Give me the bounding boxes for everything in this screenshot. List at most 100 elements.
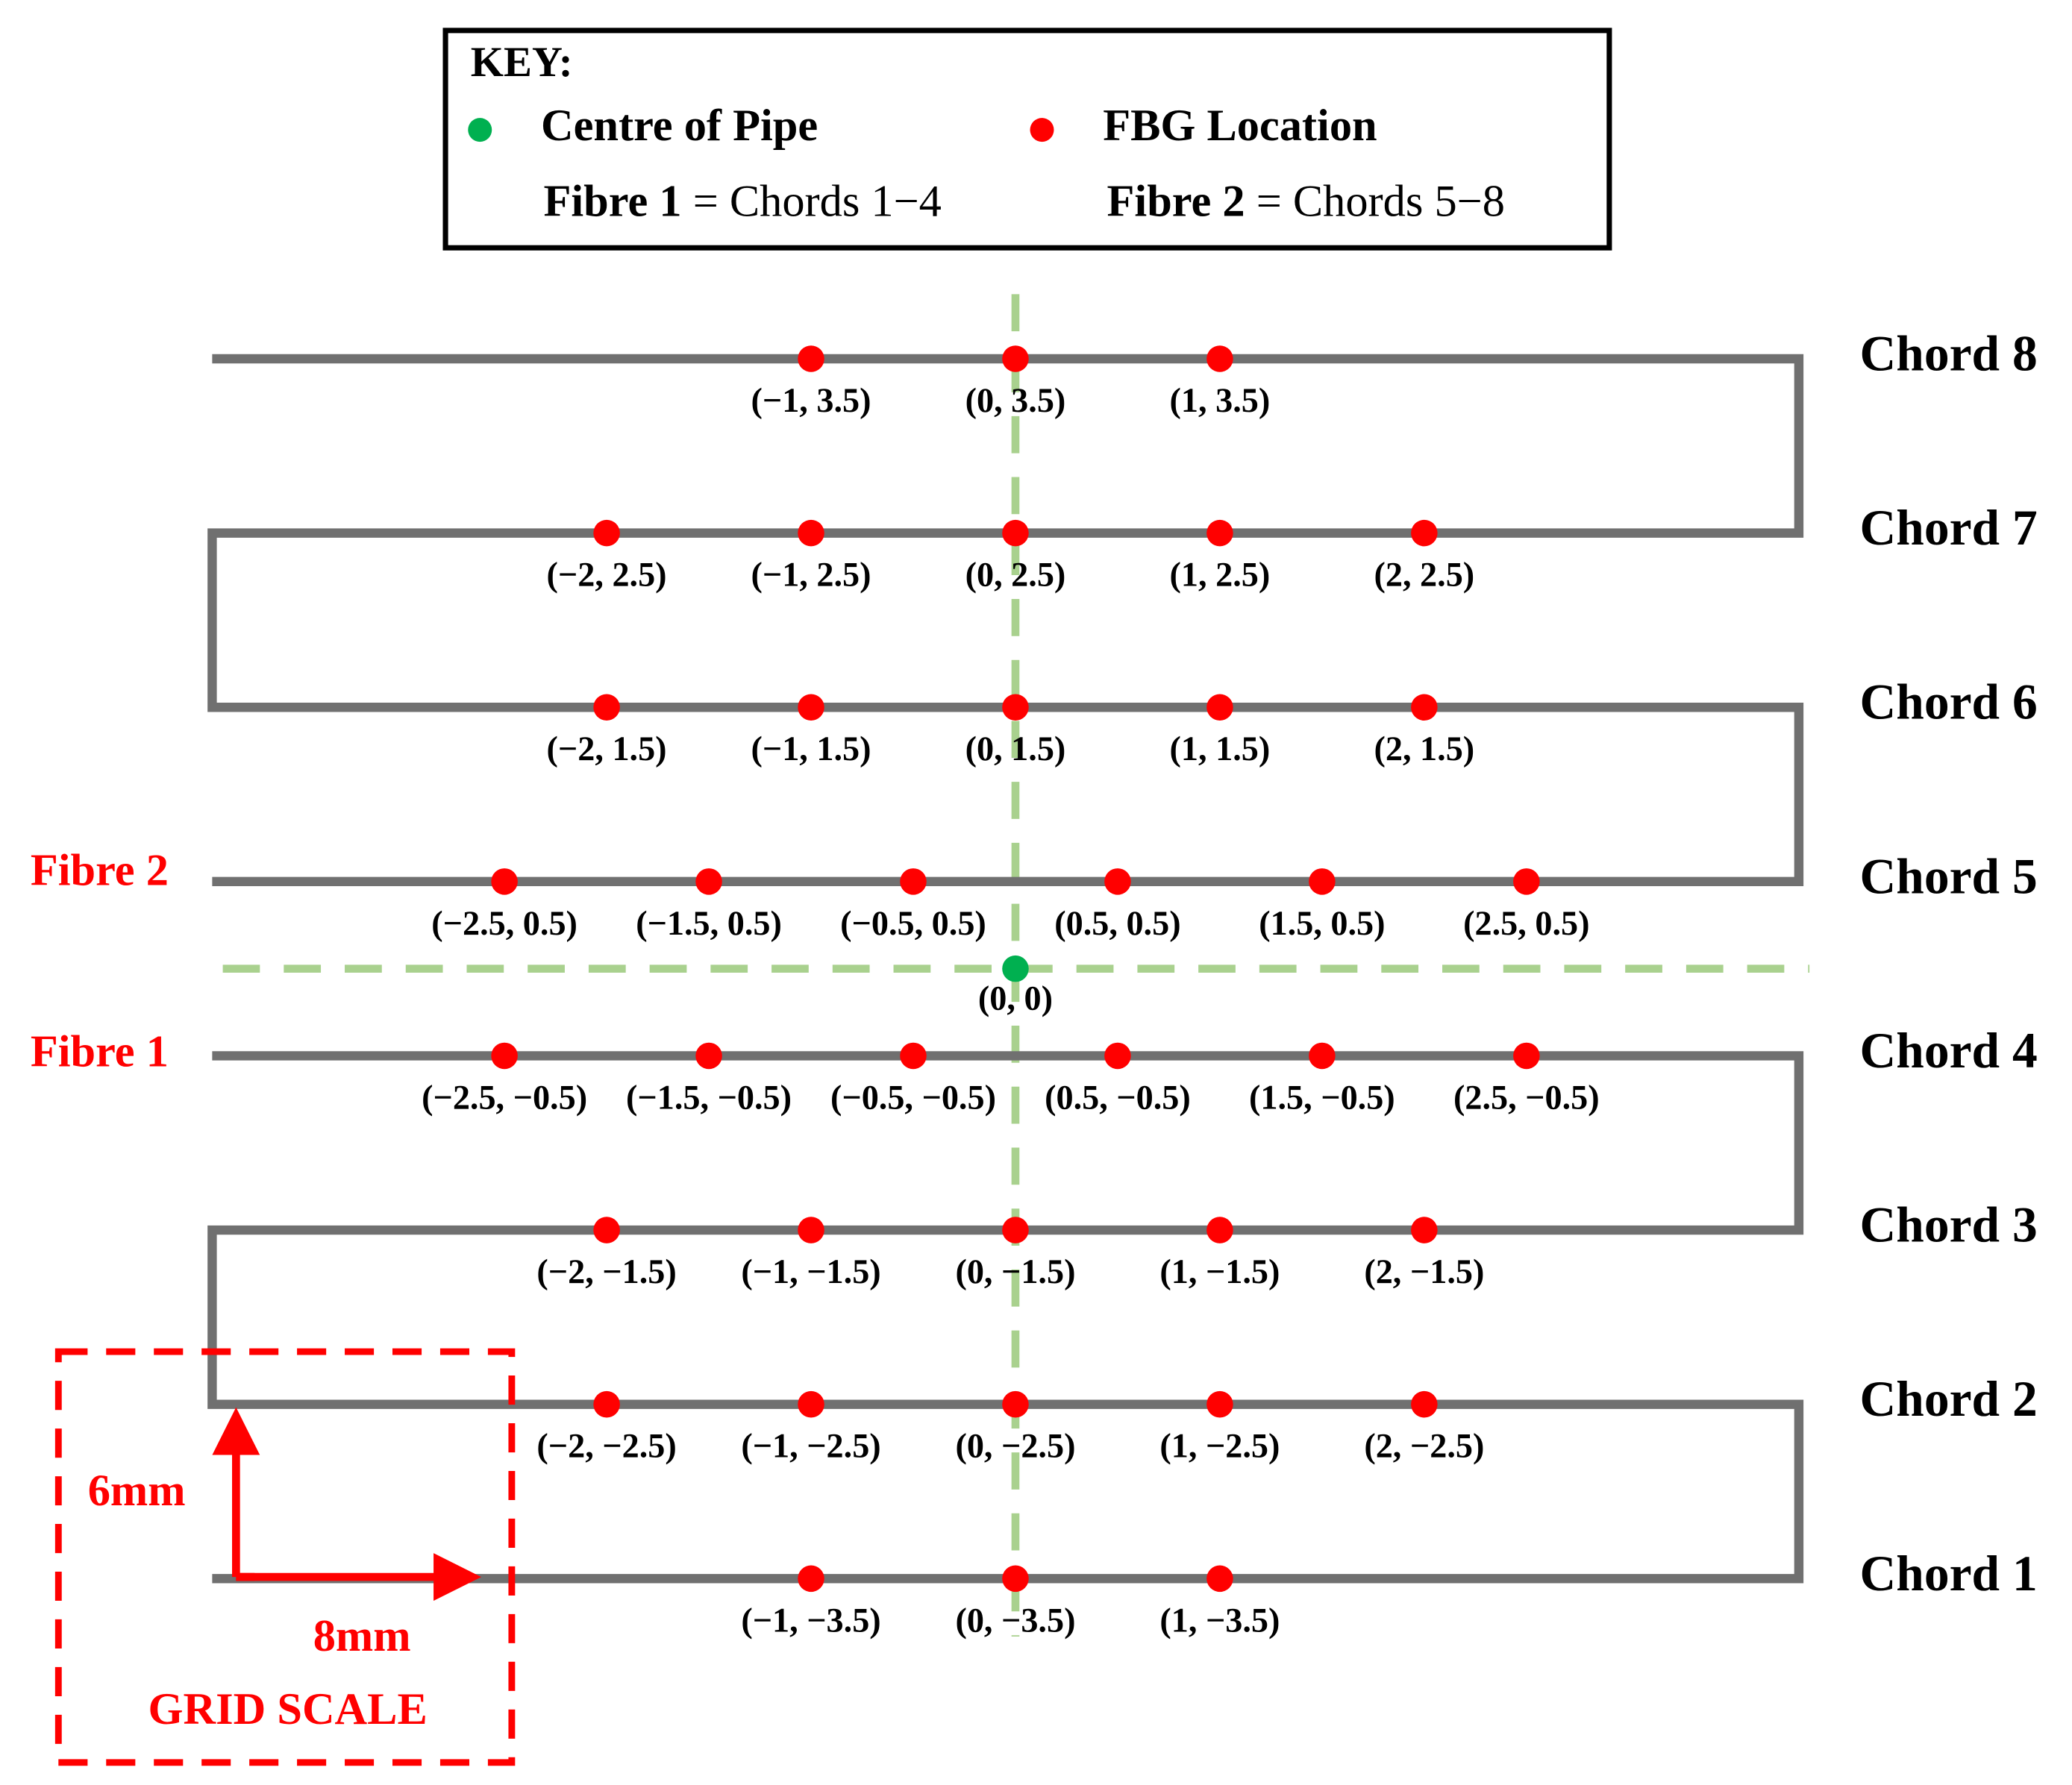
fbg-point bbox=[798, 1217, 824, 1243]
centre-label: (0, 0) bbox=[978, 979, 1053, 1017]
fibres bbox=[207, 354, 1804, 1584]
key-centre-dot bbox=[468, 118, 492, 142]
fibre-path bbox=[207, 354, 1804, 887]
fbg-label: (1, −1.5) bbox=[1159, 1252, 1280, 1290]
key-title: KEY: bbox=[471, 39, 573, 86]
fbg-point bbox=[798, 1390, 824, 1418]
fibre-path bbox=[207, 1051, 1804, 1584]
fbg-point bbox=[1104, 868, 1131, 895]
key-fibre2-text: = Chords 5−8 bbox=[1256, 176, 1505, 226]
fbg-label: (1, 2.5) bbox=[1170, 556, 1271, 594]
fbg-point bbox=[1411, 1390, 1438, 1418]
fbg-point bbox=[1411, 694, 1438, 721]
chord-label: Chord 5 bbox=[1860, 848, 2038, 904]
fbg-label: (−1, 3.5) bbox=[751, 381, 871, 419]
key-centre-label: Centre of Pipe bbox=[541, 101, 818, 151]
fbg-point bbox=[900, 868, 927, 895]
fbg-label: (−1.5, −0.5) bbox=[626, 1078, 792, 1116]
fbg-label: (−1, −1.5) bbox=[741, 1252, 880, 1290]
fbg-label: (−2, 2.5) bbox=[547, 556, 667, 594]
fbg-point bbox=[491, 868, 518, 895]
fbg-label: (−2, 1.5) bbox=[547, 730, 667, 768]
fbg-label: (−2, −1.5) bbox=[536, 1252, 676, 1290]
fbg-label: (−1, 1.5) bbox=[751, 730, 871, 768]
fbg-point bbox=[695, 1042, 722, 1070]
fbg-point bbox=[1513, 1042, 1540, 1070]
fbg-label: (−1.5, 0.5) bbox=[636, 904, 782, 942]
fbg-label: (0.5, −0.5) bbox=[1045, 1078, 1191, 1116]
fbg-label: (0, 3.5) bbox=[965, 381, 1066, 419]
fbg-point bbox=[1002, 1565, 1029, 1593]
horizontal-scale-label: 8mm bbox=[313, 1611, 411, 1661]
fbg-point bbox=[1309, 868, 1336, 895]
fbg-label: (1, −3.5) bbox=[1159, 1601, 1280, 1639]
key-fibre1-text: = Chords 1−4 bbox=[693, 176, 942, 226]
fbg-label: (−0.5, 0.5) bbox=[840, 904, 986, 942]
fbg-point bbox=[1002, 519, 1029, 547]
fbg-label: (−1, −2.5) bbox=[741, 1427, 880, 1465]
fbg-label: (2, −2.5) bbox=[1364, 1427, 1484, 1465]
fbg-point bbox=[1206, 1565, 1233, 1593]
grid-scale-title: GRID SCALE bbox=[148, 1684, 428, 1734]
fbg-label: (−1, 2.5) bbox=[751, 556, 871, 594]
fbg-point bbox=[798, 345, 824, 372]
chord-label: Chord 8 bbox=[1860, 325, 2038, 381]
fbg-label: (1.5, −0.5) bbox=[1249, 1078, 1395, 1116]
fbg-point bbox=[1206, 1390, 1233, 1418]
fibre-label: Fibre 2 bbox=[31, 845, 169, 895]
fbg-label: (2, 1.5) bbox=[1374, 730, 1475, 768]
fbg-label: (1, 3.5) bbox=[1170, 381, 1271, 419]
fbg-point bbox=[1002, 1217, 1029, 1243]
vertical-scale-label: 6mm bbox=[88, 1466, 186, 1516]
fbg-label: (1.5, 0.5) bbox=[1259, 904, 1385, 942]
fbg-label: (−0.5, −0.5) bbox=[830, 1078, 996, 1116]
key-box bbox=[442, 28, 1612, 251]
fbg-point bbox=[1104, 1042, 1131, 1070]
fbg-label: (0, −2.5) bbox=[955, 1427, 1075, 1465]
fbg-point bbox=[1002, 694, 1029, 721]
fbg-label: (1, −2.5) bbox=[1159, 1427, 1280, 1465]
key-fbg-label: FBG Location bbox=[1103, 101, 1377, 151]
fbg-point bbox=[593, 694, 620, 721]
key-fibre1-name: Fibre 1 bbox=[544, 176, 682, 226]
fbg-point bbox=[1206, 345, 1233, 372]
fbg-label: (−2.5, −0.5) bbox=[422, 1078, 587, 1116]
fbg-point bbox=[1206, 694, 1233, 721]
fbg-point bbox=[1206, 519, 1233, 547]
fbg-point bbox=[1002, 1390, 1029, 1418]
fbg-point bbox=[491, 1042, 518, 1070]
fbg-label: (0, 1.5) bbox=[965, 730, 1066, 768]
key-fibre1: Fibre 1 = Chords 1−4 bbox=[544, 176, 942, 226]
fbg-label: (2, 2.5) bbox=[1374, 556, 1475, 594]
chord-label: Chord 4 bbox=[1860, 1023, 2038, 1079]
fbg-point bbox=[798, 519, 824, 547]
fbg-label: (1, 1.5) bbox=[1170, 730, 1271, 768]
fbg-point bbox=[593, 1217, 620, 1243]
key-fbg-dot bbox=[1030, 118, 1054, 142]
fbg-point bbox=[798, 694, 824, 721]
chord-label: Chord 1 bbox=[1860, 1546, 2038, 1602]
fbg-label: (2, −1.5) bbox=[1364, 1252, 1484, 1290]
fbg-label: (−2.5, 0.5) bbox=[431, 904, 578, 942]
fbg-label: (2.5, 0.5) bbox=[1463, 904, 1589, 942]
fbg-point bbox=[1309, 1042, 1336, 1070]
fbg-label: (0, 2.5) bbox=[965, 556, 1066, 594]
fbg-point bbox=[1206, 1217, 1233, 1243]
fbg-point bbox=[1513, 868, 1540, 895]
fbg-label: (0, −3.5) bbox=[955, 1601, 1075, 1639]
key-fibre2-name: Fibre 2 bbox=[1107, 176, 1245, 226]
fbg-label: (2.5, −0.5) bbox=[1453, 1078, 1600, 1116]
fibre-label: Fibre 1 bbox=[31, 1027, 169, 1077]
fbg-point bbox=[900, 1042, 927, 1070]
fbg-label: (0.5, 0.5) bbox=[1054, 904, 1180, 942]
fbg-label: (0, −1.5) bbox=[955, 1252, 1075, 1290]
chord-label: Chord 7 bbox=[1860, 500, 2038, 556]
fbg-point bbox=[593, 519, 620, 547]
chord-label: Chord 2 bbox=[1860, 1371, 2038, 1427]
fbg-label: (−1, −3.5) bbox=[741, 1601, 880, 1639]
fbg-point bbox=[593, 1390, 620, 1418]
fbg-point bbox=[1411, 519, 1438, 547]
chord-label: Chord 3 bbox=[1860, 1197, 2038, 1253]
